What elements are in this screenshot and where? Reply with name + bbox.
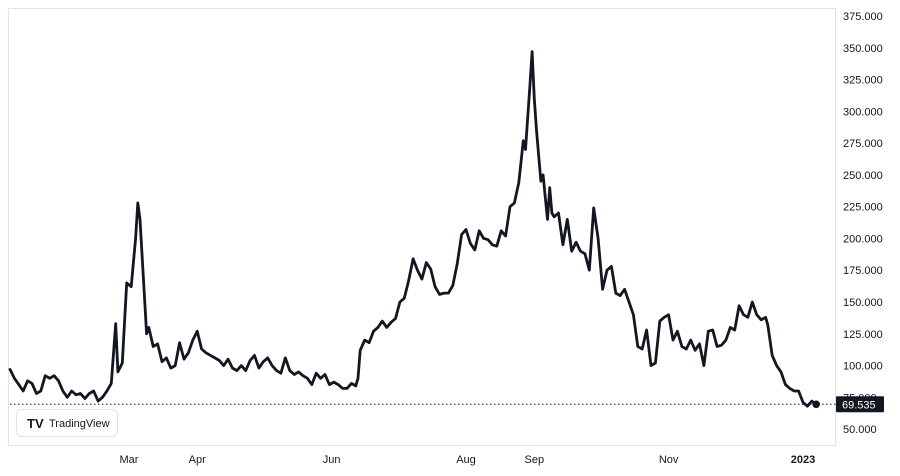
x-tick-label: Aug: [456, 454, 476, 466]
y-tick-label: 250.000: [843, 170, 883, 182]
y-tick-label: 175.000: [843, 265, 883, 277]
y-tick-label: 50.000: [843, 424, 877, 436]
logo-text: TradingView: [49, 418, 110, 430]
last-price-group: 69.535: [10, 396, 884, 413]
last-price-label: 69.535: [842, 399, 876, 411]
tradingview-logo-icon: TV: [27, 416, 44, 431]
last-price-tag: [836, 396, 884, 413]
x-tick-label: Mar: [120, 454, 139, 466]
series-layer: [8, 50, 818, 408]
series-line: [8, 50, 818, 408]
y-tick-label: 150.000: [843, 297, 883, 309]
x-tick-label: 2023: [791, 454, 815, 466]
x-tick-label: Nov: [659, 454, 679, 466]
last-price-dot: [812, 400, 820, 409]
y-tick-label: 225.000: [843, 202, 883, 214]
y-tick-label: 375.000: [843, 11, 883, 23]
y-tick-label: 350.000: [843, 43, 883, 55]
y-tick-label: 325.000: [843, 75, 883, 87]
x-tick-label: Jun: [323, 454, 341, 466]
y-tick-label: 125.000: [843, 329, 883, 341]
x-tick-label: Apr: [189, 454, 206, 466]
logo-badge: [16, 409, 118, 437]
y-tick-label: 200.000: [843, 233, 883, 245]
y-tick-label: 100.000: [843, 361, 883, 373]
chart-pane-border: [8, 8, 836, 446]
time-axis[interactable]: Mar Apr Jun Aug Sep Nov 2023: [120, 454, 816, 466]
y-tick-label: 275.000: [843, 138, 883, 150]
tradingview-logo[interactable]: TV TradingView: [16, 409, 118, 437]
y-tick-label: 300.000: [843, 106, 883, 118]
x-tick-label: Sep: [525, 454, 545, 466]
price-axis[interactable]: 375.000 350.000 325.000 300.000 275.000 250.0…: [843, 11, 883, 436]
